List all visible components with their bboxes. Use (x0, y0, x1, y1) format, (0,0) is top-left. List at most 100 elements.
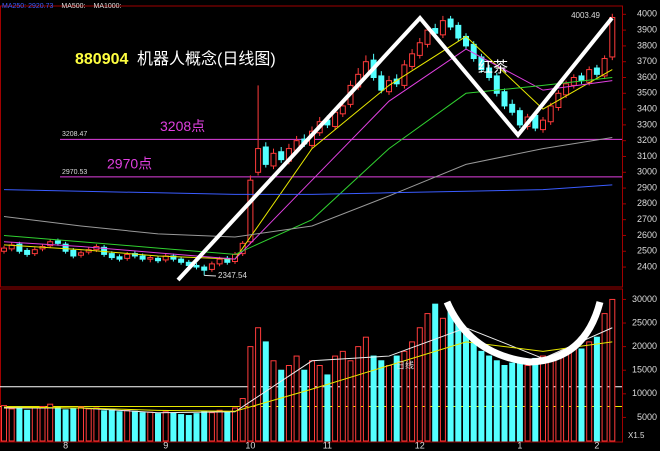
volume-bar (324, 374, 331, 442)
volume-bar (162, 411, 169, 442)
volume-bar (301, 369, 308, 442)
y-tick-label: 3100 (637, 151, 657, 161)
low-pointer (204, 274, 217, 277)
volume-bar (486, 355, 493, 442)
ma-line (3, 137, 613, 238)
level-value: 3208.47 (62, 131, 87, 138)
vol-y-tick-label: 15000 (632, 365, 657, 375)
candle-body (208, 263, 215, 270)
y-tick-label: 3800 (637, 40, 657, 50)
x-tick-label: 1 (517, 440, 522, 450)
candle-body (193, 264, 200, 268)
low-label: 2347.54 (218, 271, 247, 280)
volume-bar (108, 409, 115, 442)
x-tick-label: 2 (594, 440, 599, 450)
volume-bar (432, 303, 439, 442)
chart-title: 机器人概念(日线图) (137, 49, 276, 68)
candle-body (516, 110, 523, 126)
volume-bar (93, 407, 100, 442)
volume-bar (247, 346, 254, 442)
candle-body (509, 103, 516, 113)
candle-body (378, 75, 385, 91)
volume-bar (116, 411, 123, 442)
zoom-label: X1.5 (628, 431, 645, 440)
y-tick-label: 3000 (637, 167, 657, 177)
x-tick-label: 9 (163, 440, 168, 450)
candle-body (124, 253, 131, 259)
volume-bar (78, 406, 84, 442)
candle-body (578, 75, 585, 82)
y-tick-label: 2400 (637, 261, 657, 271)
volume-bar (439, 317, 446, 442)
candle-body (409, 53, 416, 67)
volume-bar (232, 407, 238, 442)
high-label: 4003.49 (571, 11, 600, 20)
y-tick-label: 3300 (637, 119, 657, 129)
candle-body (563, 83, 570, 96)
candle-body (455, 24, 462, 39)
vol-y-tick-label: 10000 (632, 388, 657, 398)
volume-bar (216, 409, 223, 442)
vol-y-tick-label: 5000 (637, 412, 657, 422)
volume-bar (47, 403, 54, 442)
volume-bar (370, 355, 377, 442)
volume-bar (24, 409, 31, 442)
volume-bar (339, 350, 346, 442)
volume-bar (478, 350, 485, 442)
volume-bar (601, 313, 608, 442)
volume-bar (101, 410, 108, 442)
volume-bar (1, 405, 7, 442)
volume-bar (386, 365, 392, 442)
candle-body (31, 249, 38, 255)
volume-bar (285, 365, 292, 442)
volume-bar (362, 336, 369, 442)
candle-body (147, 257, 154, 260)
volume-bar (54, 406, 61, 442)
volume-bar (563, 350, 570, 442)
volume-bar (347, 360, 354, 442)
volume-bar (178, 414, 185, 442)
volume-bar (293, 355, 300, 442)
ma-line (3, 77, 613, 255)
hand-drawn-arc (443, 300, 604, 366)
y-tick-label: 3400 (637, 103, 657, 113)
volume-bar (501, 365, 508, 442)
volume-bar (316, 365, 323, 442)
candle-body (593, 67, 600, 75)
volume-bar (31, 407, 38, 442)
candle-body (108, 253, 115, 259)
y-tick-label: 3500 (637, 88, 657, 98)
volume-bar (609, 298, 616, 442)
volume-bar (555, 355, 562, 442)
y-tick-label: 2700 (637, 214, 657, 224)
period-label: 日线 (396, 359, 414, 370)
volume-bar (16, 406, 23, 442)
x-tick-label: 12 (415, 440, 425, 450)
y-tick-label: 3900 (637, 24, 657, 34)
candle-body (170, 255, 177, 260)
ma-line (3, 48, 613, 260)
volume-bar (524, 365, 531, 442)
volume-bar (131, 410, 138, 442)
candle-body (339, 105, 346, 115)
y-tick-label: 3200 (637, 135, 657, 145)
volume-bar (185, 415, 192, 442)
candle-body (486, 67, 493, 79)
candle-body (278, 151, 285, 161)
volume-bar (570, 346, 577, 442)
vol-y-tick-label: 25000 (632, 317, 657, 327)
candle-body (447, 18, 454, 28)
volume-bar (155, 413, 161, 442)
volume-bar (278, 369, 285, 442)
y-tick-label: 3700 (637, 56, 657, 66)
y-tick-label: 2800 (637, 198, 657, 208)
hand-drawn-trend (176, 14, 614, 282)
candle-body (247, 179, 254, 243)
y-tick-label: 2900 (637, 182, 657, 192)
x-tick-label: 10 (245, 440, 255, 450)
volume-bar (62, 409, 69, 442)
candle-body (255, 148, 262, 173)
legend-entry: MA1000: (94, 3, 122, 10)
ma-line (3, 184, 613, 195)
